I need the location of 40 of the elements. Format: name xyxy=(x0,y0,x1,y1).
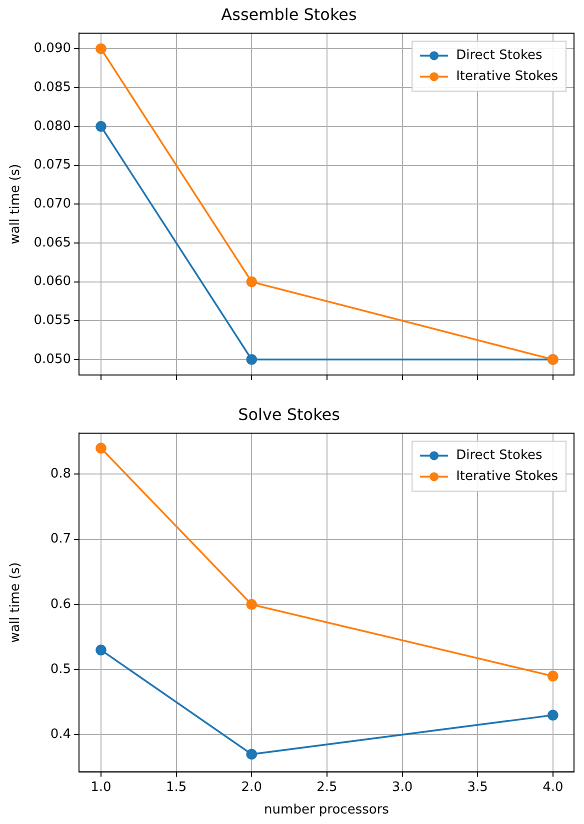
chart-title: Assemble Stokes xyxy=(221,4,357,24)
y-tick-label: 0.050 xyxy=(34,352,71,367)
point xyxy=(96,43,106,54)
point xyxy=(246,599,258,610)
point xyxy=(96,644,106,656)
x-tick-label: 1.5 xyxy=(166,780,187,795)
y-tick-label: 0.090 xyxy=(34,41,71,56)
point xyxy=(96,442,106,454)
legend-label: Direct Stokes xyxy=(456,48,543,64)
point xyxy=(548,710,558,721)
point xyxy=(246,354,258,365)
y-axis-title: wall time (s) xyxy=(8,164,24,244)
x-tick-label: 1.0 xyxy=(90,780,112,795)
x-tick-label: 3.5 xyxy=(467,780,488,795)
y-tick-label: 0.080 xyxy=(34,118,71,134)
y-tick-label: 0.7 xyxy=(50,532,71,547)
x-tick-label: 4.0 xyxy=(542,780,564,795)
x-tick-label: 2.5 xyxy=(316,780,338,795)
y-tick-label: 0.085 xyxy=(34,80,71,95)
point xyxy=(246,276,258,288)
y-tick-label: 0.065 xyxy=(34,235,71,250)
legend-label: Iterative Stokes xyxy=(456,469,558,484)
y-axis-title: wall time (s) xyxy=(8,562,24,643)
point xyxy=(96,121,106,132)
point xyxy=(246,748,258,760)
y-tick-label: 0.6 xyxy=(50,596,71,612)
y-tick-label: 0.070 xyxy=(34,196,71,212)
x-tick-label: 3.0 xyxy=(392,780,413,795)
legend-label: Iterative Stokes xyxy=(456,69,558,84)
y-tick-label: 0.055 xyxy=(34,313,71,328)
y-tick-label: 0.075 xyxy=(34,158,71,173)
x-axis-title: number processors xyxy=(264,802,390,818)
point xyxy=(548,670,558,682)
x-tick-label: 2.0 xyxy=(241,780,262,795)
legend-label: Direct Stokes xyxy=(456,448,543,464)
y-tick-label: 0.060 xyxy=(34,274,71,290)
y-tick-label: 0.8 xyxy=(50,466,71,482)
y-tick-label: 0.5 xyxy=(50,662,71,677)
y-tick-label: 0.4 xyxy=(50,727,71,742)
chart-title: Solve Stokes xyxy=(238,404,340,424)
